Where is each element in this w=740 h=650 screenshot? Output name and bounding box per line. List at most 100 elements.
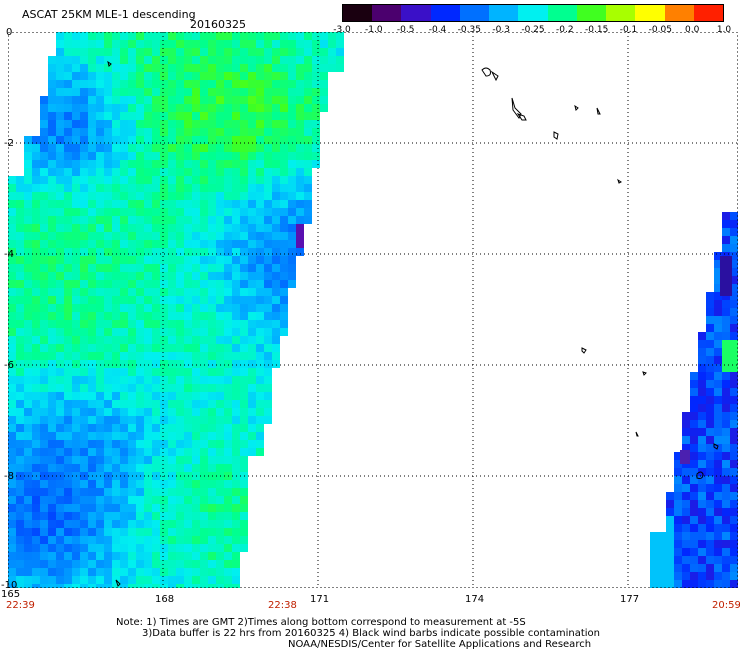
swath-cell [16,560,24,568]
swath-cell [184,120,192,128]
swath-cell [48,152,56,160]
swath-cell [730,428,738,436]
swath-cell [80,496,88,504]
swath-cell [120,128,128,136]
swath-cell [152,128,160,136]
swath-cell [208,520,216,528]
swath-cell [256,320,264,328]
swath-cell [312,88,320,96]
swath-cell [280,224,288,232]
swath-cell [216,192,224,200]
swath-cell [40,144,48,152]
swath-cell [232,552,240,560]
swath-cell [120,456,128,464]
swath-cell [168,304,176,312]
swath-cell [714,260,722,268]
swath-cell [184,288,192,296]
swath-cell [112,392,120,400]
swath-cell [176,416,184,424]
swath-cell [200,296,208,304]
swath-cell [272,320,280,328]
swath-cell [248,432,256,440]
swath-cell [698,404,706,412]
swath-cell [232,488,240,496]
swath-cell [176,304,184,312]
swath-cell [152,264,160,272]
swath-cell [112,184,120,192]
swath-cell [280,112,288,120]
swath-cell [136,32,144,40]
swath-cell [8,288,16,296]
swath-cell [208,248,216,256]
swath-cell [192,32,200,40]
swath-cell [216,536,224,544]
swath-cell [80,432,88,440]
color-scale-segment [343,5,373,21]
swath-cell [72,448,80,456]
swath-cell [232,80,240,88]
swath-cell [144,584,152,588]
swath-cell [40,488,48,496]
swath-cell [192,416,200,424]
swath-cell [224,184,232,192]
swath-cell [88,464,96,472]
swath-cell [224,552,232,560]
swath-cell [240,504,248,512]
swath-cell [272,192,280,200]
swath-cell [216,296,224,304]
swath-cell [184,88,192,96]
swath-cell [658,572,666,580]
swath-cell [184,232,192,240]
swath-cell [698,532,706,540]
swath-cell [698,444,706,452]
swath-cell [666,580,674,588]
swath-cell [40,120,48,128]
swath-cell [96,168,104,176]
swath-cell [136,560,144,568]
swath-cell [216,224,224,232]
swath-cell [16,264,24,272]
swath-cell [56,80,64,88]
swath-cell [128,128,136,136]
swath-cell [722,436,730,444]
swath-cell [698,516,706,524]
swath-cell [280,160,288,168]
swath-cell [136,568,144,576]
swath-cell [136,416,144,424]
swath-cell [248,40,256,48]
swath-cell [40,392,48,400]
swath-cell [714,436,722,444]
swath-cell [112,256,120,264]
swath-cell [160,408,168,416]
swath-cell [128,112,136,120]
swath-cell [96,488,104,496]
swath-cell [184,48,192,56]
swath-cell [136,312,144,320]
swath-cell [264,280,272,288]
swath-cell [232,32,240,40]
swath-cell [650,580,658,588]
swath-cell [200,528,208,536]
swath-cell [56,552,64,560]
product-date: 20160325 [190,18,246,31]
swath-cell [240,456,248,464]
island-shape [617,178,622,184]
swath-cell [96,496,104,504]
swath-cell [16,424,24,432]
swath-cell [160,520,168,528]
swath-cell [112,264,120,272]
swath-cell [96,256,104,264]
swath-cell [208,256,216,264]
swath-cell [714,348,722,356]
swath-cell [176,408,184,416]
swath-cell [24,432,32,440]
swath-cell [136,520,144,528]
swath-cell [32,568,40,576]
swath-cell [264,136,272,144]
swath-cell [256,232,264,240]
swath-cell [152,552,160,560]
swath-cell [288,32,296,40]
swath-cell [674,468,682,476]
swath-cell [32,432,40,440]
swath-cell [152,448,160,456]
